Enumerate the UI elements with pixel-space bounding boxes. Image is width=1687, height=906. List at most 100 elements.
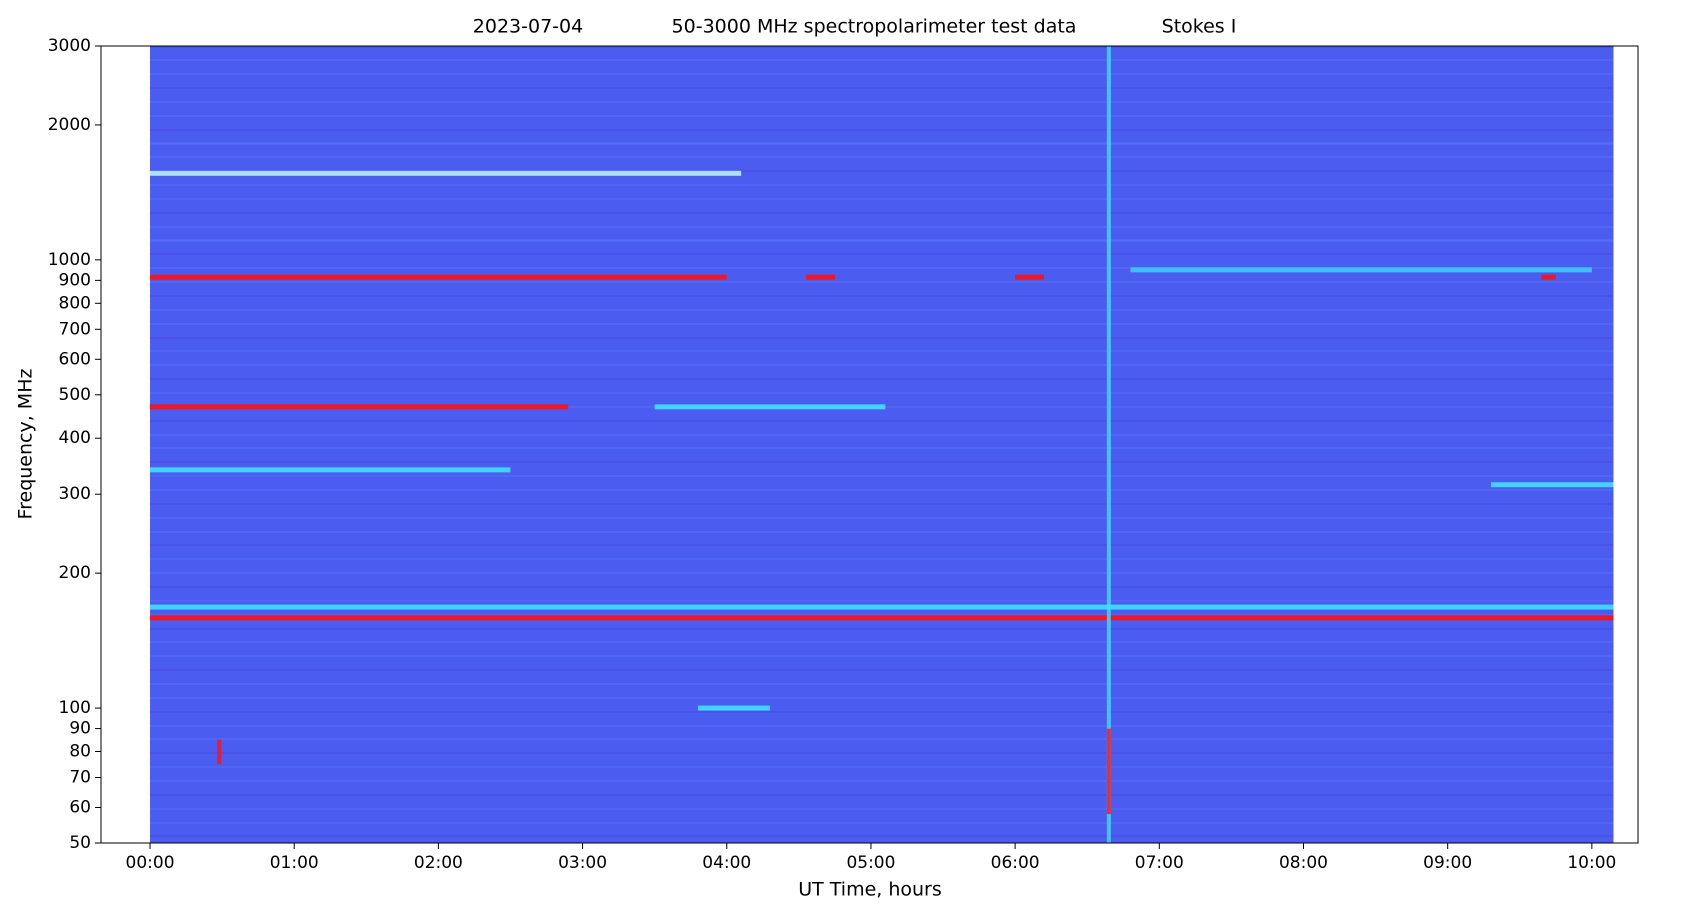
x-tick-label: 00:00	[126, 853, 175, 873]
texture	[150, 711, 1614, 713]
y-axis-label: Frequency, MHz	[15, 369, 37, 520]
texture	[150, 600, 1614, 602]
texture	[150, 392, 1614, 394]
rfi-band	[150, 467, 511, 473]
texture	[150, 655, 1614, 657]
texture	[150, 669, 1614, 671]
texture	[150, 738, 1614, 740]
texture	[150, 434, 1614, 436]
texture	[150, 323, 1614, 325]
texture	[150, 558, 1614, 560]
texture	[150, 129, 1614, 131]
y-tick-label: 2000	[48, 115, 91, 135]
texture	[150, 766, 1614, 768]
x-tick-label: 01:00	[270, 853, 319, 873]
y-tick-label: 80	[69, 742, 91, 762]
texture	[150, 295, 1614, 297]
texture	[150, 572, 1614, 574]
texture	[150, 420, 1614, 422]
texture	[150, 475, 1614, 477]
texture	[150, 614, 1614, 616]
texture	[150, 586, 1614, 588]
texture	[150, 544, 1614, 546]
y-tick-label: 700	[59, 319, 91, 339]
texture	[150, 808, 1614, 810]
rfi-band	[150, 170, 742, 176]
rfi-band	[150, 404, 569, 410]
chart-title: 50-3000 MHz spectropolarimeter test data	[672, 16, 1077, 38]
x-tick-label: 05:00	[846, 853, 895, 873]
texture	[150, 198, 1614, 200]
texture	[150, 628, 1614, 630]
texture	[150, 489, 1614, 491]
texture	[150, 364, 1614, 366]
rfi-band	[1130, 267, 1592, 273]
x-tick-label: 02:00	[414, 853, 463, 873]
rfi-band	[1015, 274, 1044, 280]
texture	[150, 794, 1614, 796]
chart-title-date: 2023-07-04	[473, 16, 583, 38]
spectrogram-area	[150, 46, 1614, 843]
texture	[150, 822, 1614, 824]
y-tick-label: 200	[59, 563, 91, 583]
x-tick-label: 06:00	[991, 853, 1040, 873]
y-tick-label: 1000	[48, 250, 91, 270]
texture	[150, 309, 1614, 311]
texture	[150, 683, 1614, 685]
rfi-band	[697, 705, 771, 711]
y-tick-label: 60	[69, 798, 91, 818]
texture	[150, 531, 1614, 533]
texture	[150, 461, 1614, 463]
rfi-band	[150, 615, 1614, 621]
texture	[150, 46, 1614, 48]
y-tick-label: 50	[69, 833, 91, 853]
x-tick-label: 09:00	[1423, 853, 1472, 873]
rfi-band	[150, 604, 1614, 610]
rfi-band	[1490, 482, 1614, 488]
y-tick-label: 800	[59, 293, 91, 313]
y-tick-label: 900	[59, 270, 91, 290]
texture	[150, 503, 1614, 505]
texture	[150, 101, 1614, 103]
texture	[150, 156, 1614, 158]
y-tick-label: 3000	[48, 36, 91, 56]
y-tick-label: 300	[59, 484, 91, 504]
texture	[150, 115, 1614, 117]
y-tick-label: 400	[59, 428, 91, 448]
x-tick-label: 10:00	[1567, 853, 1616, 873]
y-tick-label: 500	[59, 385, 91, 405]
chart-title-param: Stokes I	[1162, 16, 1237, 38]
texture	[150, 212, 1614, 214]
plot-frame	[100, 45, 1639, 844]
texture	[150, 641, 1614, 643]
texture	[150, 835, 1614, 837]
texture	[150, 780, 1614, 782]
texture	[150, 267, 1614, 269]
texture	[150, 142, 1614, 144]
texture	[150, 350, 1614, 352]
texture	[150, 170, 1614, 172]
rfi-band	[806, 274, 835, 280]
rfi-band	[150, 274, 727, 280]
y-tick-label: 70	[69, 768, 91, 788]
rfi-band	[654, 404, 886, 410]
x-tick-label: 03:00	[558, 853, 607, 873]
texture	[150, 73, 1614, 75]
texture	[150, 378, 1614, 380]
texture	[150, 226, 1614, 228]
texture	[150, 697, 1614, 699]
x-axis-label: UT Time, hours	[798, 879, 942, 901]
texture	[150, 337, 1614, 339]
texture	[150, 253, 1614, 255]
y-tick-label: 90	[69, 719, 91, 739]
texture	[150, 87, 1614, 89]
texture	[150, 239, 1614, 241]
rfi-band	[1541, 274, 1556, 280]
texture	[150, 281, 1614, 283]
texture	[150, 517, 1614, 519]
y-tick-label: 600	[59, 349, 91, 369]
texture	[150, 752, 1614, 754]
texture	[150, 59, 1614, 61]
